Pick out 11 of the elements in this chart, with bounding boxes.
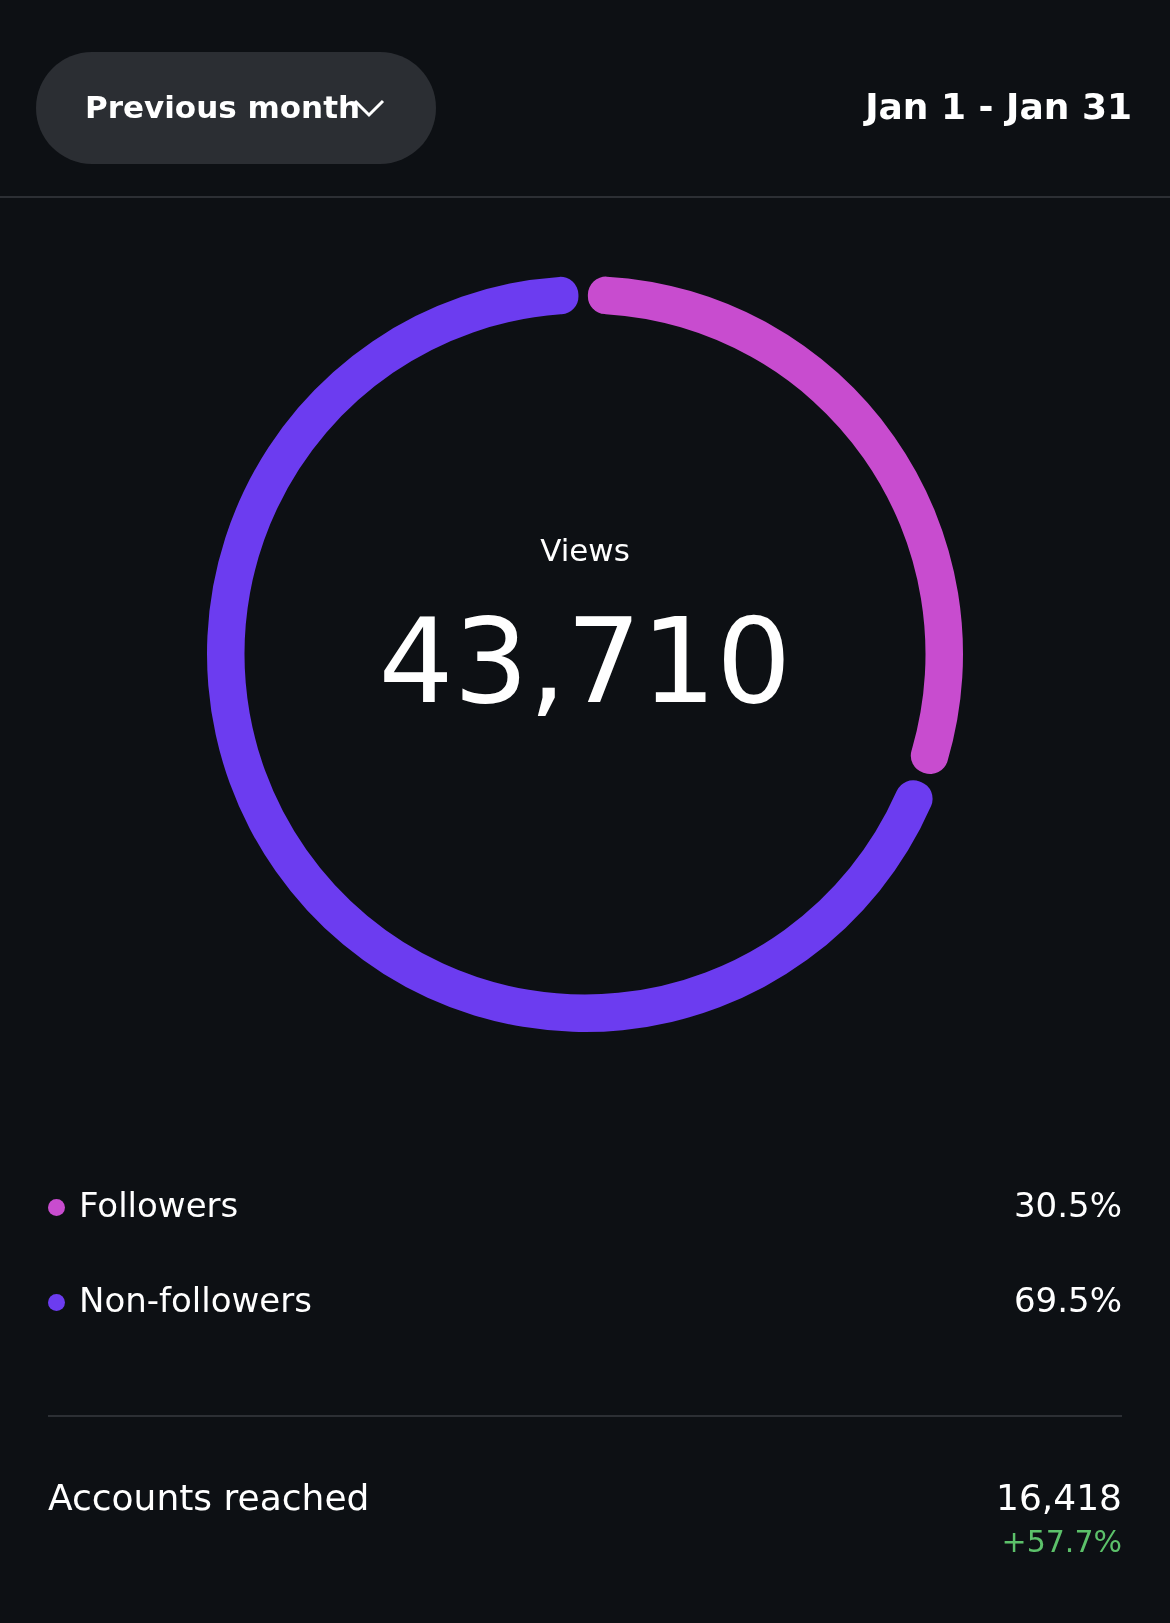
data-label: 30.5% xyxy=(1013,1185,1122,1225)
text: +57.7% xyxy=(1001,1524,1122,1559)
data-label: 69.5% xyxy=(1013,1280,1122,1320)
text: 16,418 xyxy=(996,1477,1122,1518)
text: Previous month xyxy=(85,89,361,125)
legend-label: Non-followers xyxy=(78,1280,312,1320)
text: 43,710 xyxy=(377,592,793,730)
text: Accounts reached xyxy=(48,1477,370,1518)
text: Jan 1 - Jan 31 xyxy=(865,86,1132,127)
text: Views xyxy=(539,532,631,568)
legend-label: Followers xyxy=(78,1185,239,1225)
